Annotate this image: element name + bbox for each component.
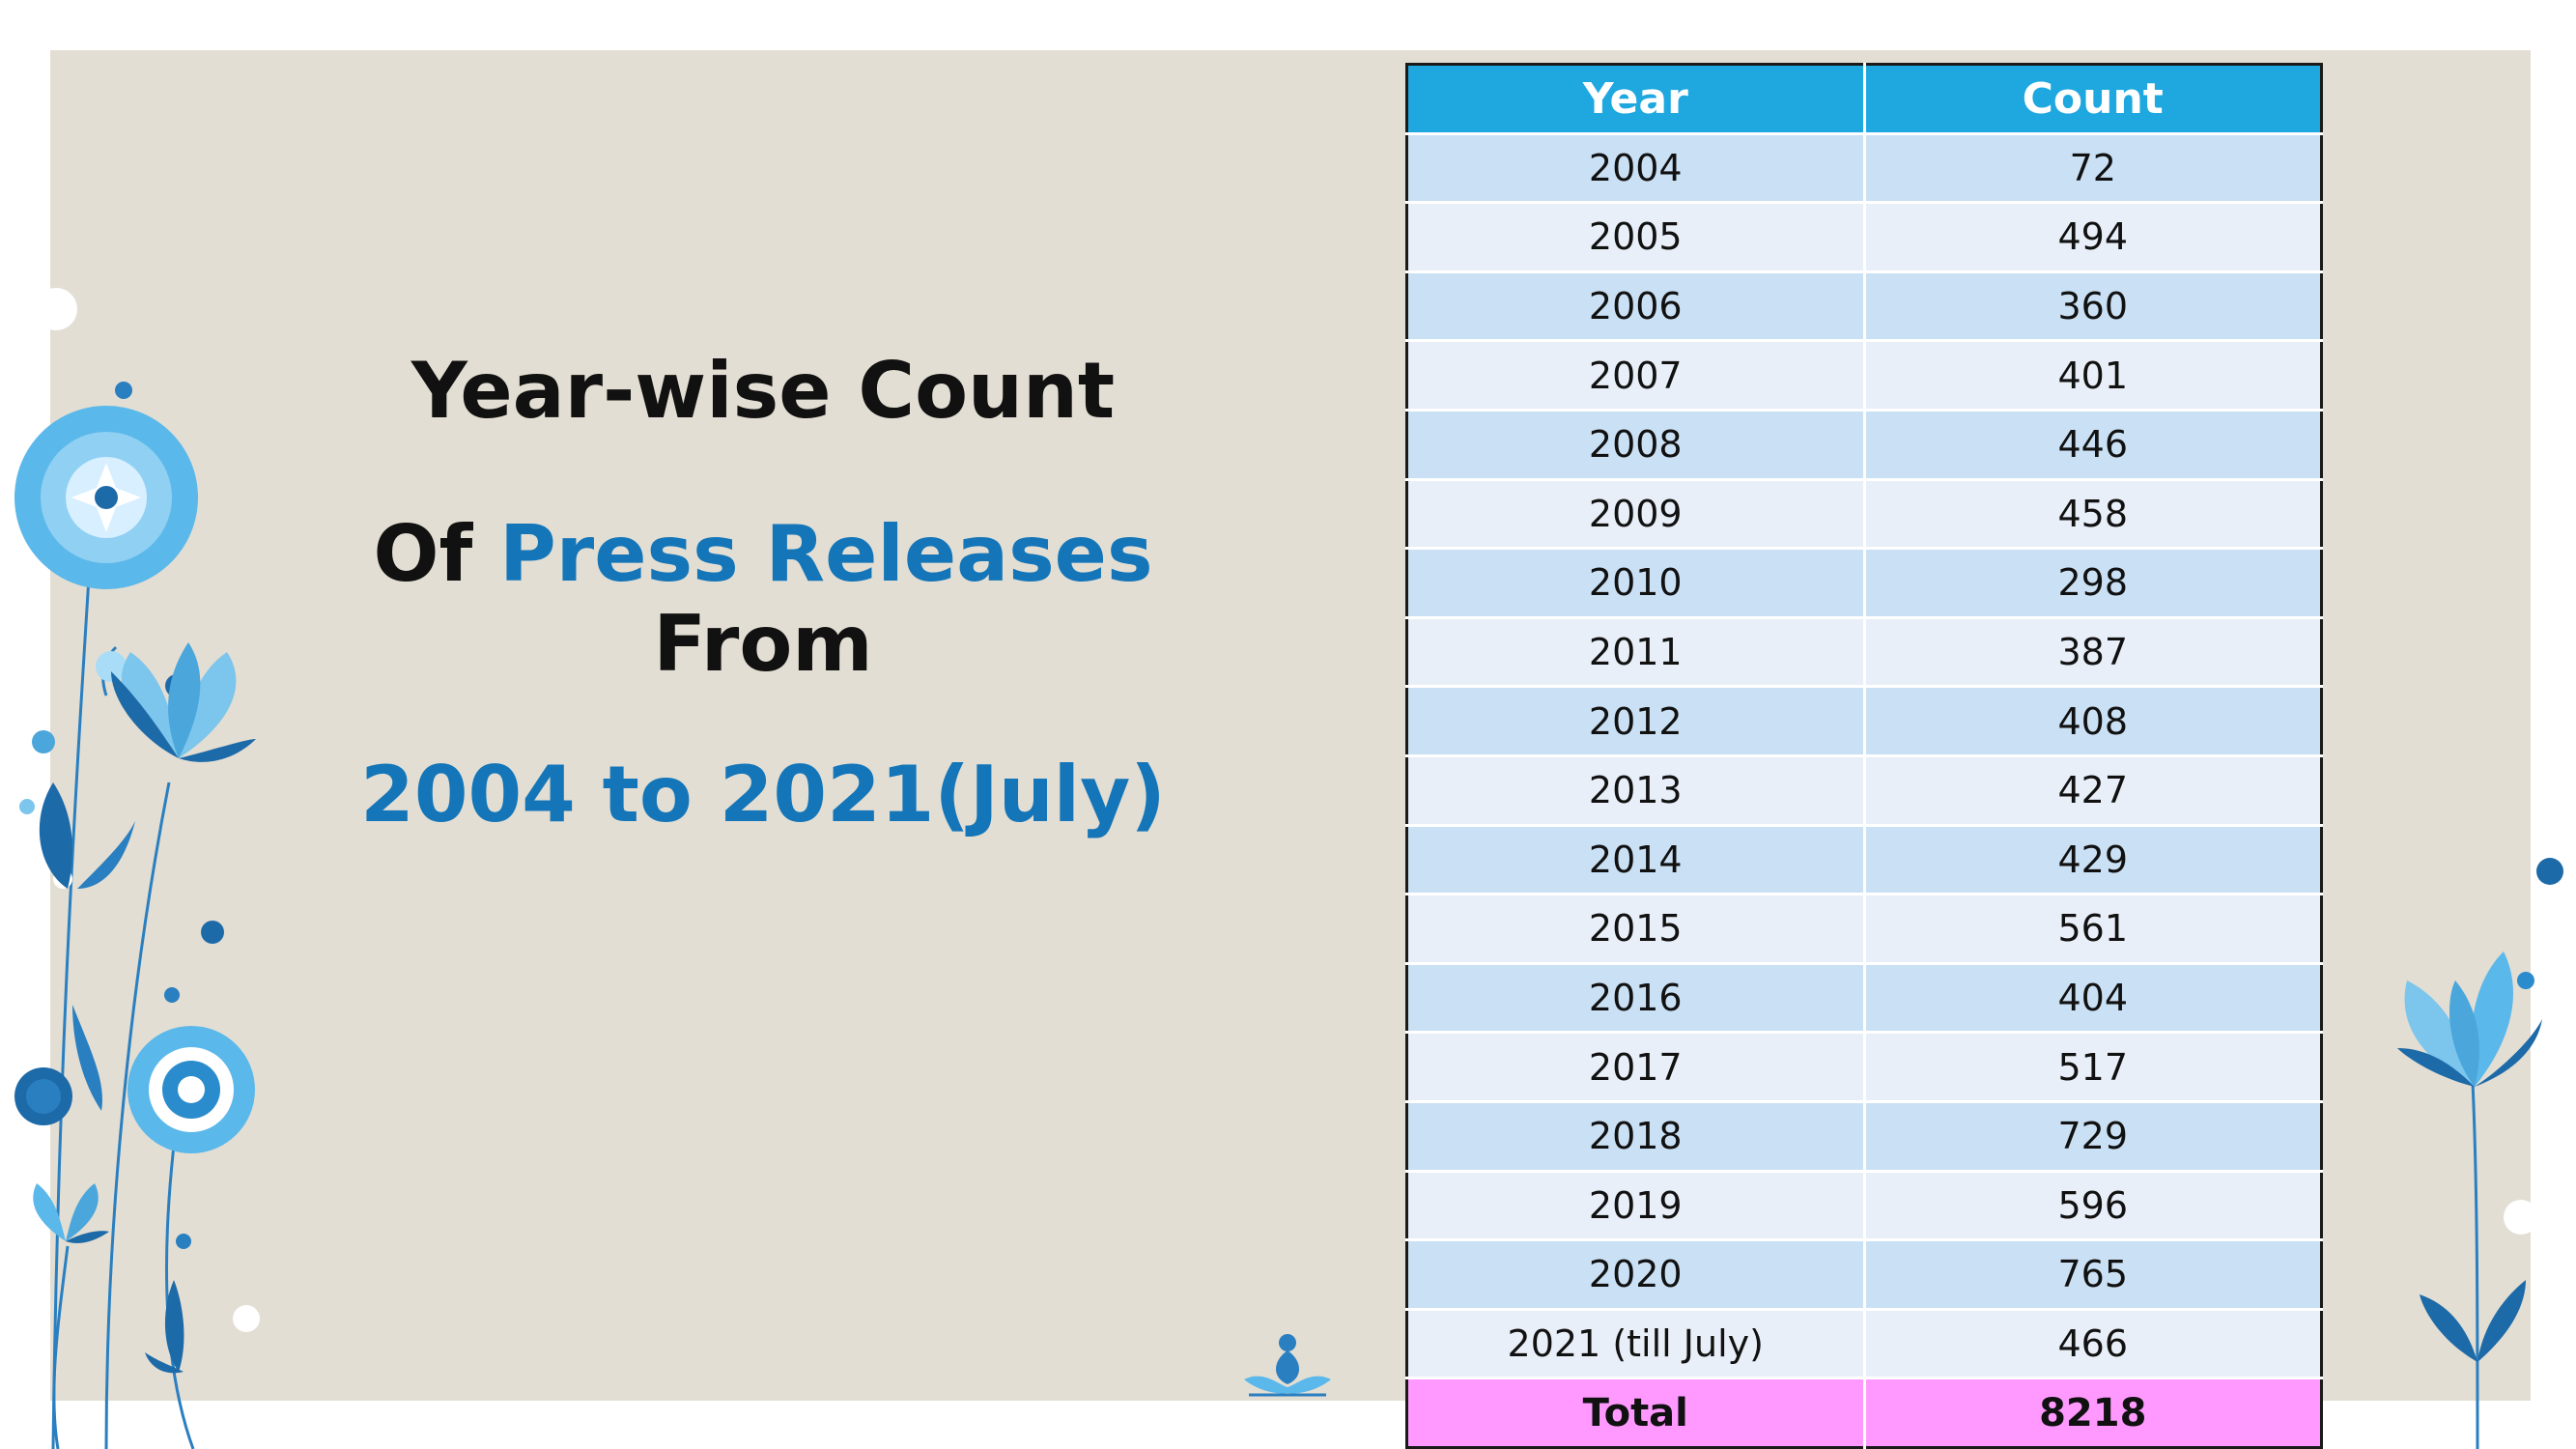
table-row: 2008 446 xyxy=(1406,410,2322,481)
title-line-3: From xyxy=(653,599,873,689)
year-cell: 2005 xyxy=(1406,202,1864,273)
title-line-1: Year-wise Count xyxy=(410,346,1116,436)
count-cell: 429 xyxy=(1862,825,2322,896)
year-cell: 2012 xyxy=(1406,686,1864,757)
count-cell: 517 xyxy=(1862,1032,2322,1103)
slide-title: Year-wise Count Of Press Releases From 2… xyxy=(319,328,1207,858)
count-cell: 72 xyxy=(1862,133,2322,205)
table-row: 2014 429 xyxy=(1406,825,2322,896)
title-line-4: 2004 to 2021(July) xyxy=(360,750,1166,839)
total-value: 8218 xyxy=(1862,1378,2322,1448)
count-cell: 404 xyxy=(1862,963,2322,1035)
title-line-2-prefix: Of xyxy=(373,509,500,599)
year-cell: 2019 xyxy=(1406,1171,1864,1242)
table-row: 2007 401 xyxy=(1406,340,2322,412)
table-body: 2004 72 2005 494 2006 360 2007 401 2008 446 2009 45… xyxy=(1406,133,2322,1380)
year-cell: 2010 xyxy=(1406,548,1864,619)
year-cell: 2015 xyxy=(1406,894,1864,965)
table-row: 2018 729 xyxy=(1406,1101,2322,1173)
year-cell: 2021 (till July) xyxy=(1406,1309,1864,1380)
count-cell: 596 xyxy=(1862,1171,2322,1242)
flower-decoration-right-icon xyxy=(2397,858,2563,1449)
count-cell: 427 xyxy=(1862,755,2322,827)
table-row: 2004 72 xyxy=(1406,133,2322,205)
count-cell: 360 xyxy=(1862,271,2322,343)
count-cell: 466 xyxy=(1862,1309,2322,1380)
table-row: 2005 494 xyxy=(1406,202,2322,273)
year-cell: 2018 xyxy=(1406,1101,1864,1173)
table-row: 2017 517 xyxy=(1406,1032,2322,1103)
title-line-2: Of Press Releases xyxy=(319,512,1207,597)
table-row: 2013 427 xyxy=(1406,755,2322,827)
count-cell: 298 xyxy=(1862,548,2322,619)
title-line-2-highlight: Press Releases xyxy=(499,509,1153,599)
table-row: 2015 561 xyxy=(1406,894,2322,965)
count-cell: 561 xyxy=(1862,894,2322,965)
count-cell: 446 xyxy=(1862,410,2322,481)
year-cell: 2004 xyxy=(1406,133,1864,205)
count-cell: 765 xyxy=(1862,1239,2322,1311)
count-cell: 408 xyxy=(1862,686,2322,757)
year-cell: 2017 xyxy=(1406,1032,1864,1103)
meditation-logo-icon xyxy=(1244,1334,1331,1397)
flower-decoration-left-icon xyxy=(14,288,260,1449)
year-cell: 2016 xyxy=(1406,963,1864,1035)
table-row: 2021 (till July) 466 xyxy=(1406,1309,2322,1380)
table-row: 2020 765 xyxy=(1406,1239,2322,1311)
year-cell: 2011 xyxy=(1406,617,1864,689)
header-year: Year xyxy=(1406,64,1864,135)
year-cell: 2013 xyxy=(1406,755,1864,827)
table-row: 2019 596 xyxy=(1406,1171,2322,1242)
table-header-row: Year Count xyxy=(1406,64,2322,135)
total-label: Total xyxy=(1406,1378,1864,1448)
count-cell: 401 xyxy=(1862,340,2322,412)
table-row: 2012 408 xyxy=(1406,686,2322,757)
header-count: Count xyxy=(1862,64,2322,135)
count-cell: 494 xyxy=(1862,202,2322,273)
year-cell: 2020 xyxy=(1406,1239,1864,1311)
table-row: 2016 404 xyxy=(1406,963,2322,1035)
count-cell: 729 xyxy=(1862,1101,2322,1173)
count-cell: 387 xyxy=(1862,617,2322,689)
year-cell: 2006 xyxy=(1406,271,1864,343)
year-cell: 2008 xyxy=(1406,410,1864,481)
table-row: 2011 387 xyxy=(1406,617,2322,689)
year-cell: 2007 xyxy=(1406,340,1864,412)
table-row: 2009 458 xyxy=(1406,479,2322,551)
year-cell: 2014 xyxy=(1406,825,1864,896)
year-cell: 2009 xyxy=(1406,479,1864,551)
year-count-table: Year Count 2004 72 2005 494 2006 360 2007 401 20… xyxy=(1405,63,2323,1449)
table-row: 2006 360 xyxy=(1406,271,2322,343)
count-cell: 458 xyxy=(1862,479,2322,551)
table-row: 2010 298 xyxy=(1406,548,2322,619)
total-row: Total 8218 xyxy=(1406,1378,2322,1448)
